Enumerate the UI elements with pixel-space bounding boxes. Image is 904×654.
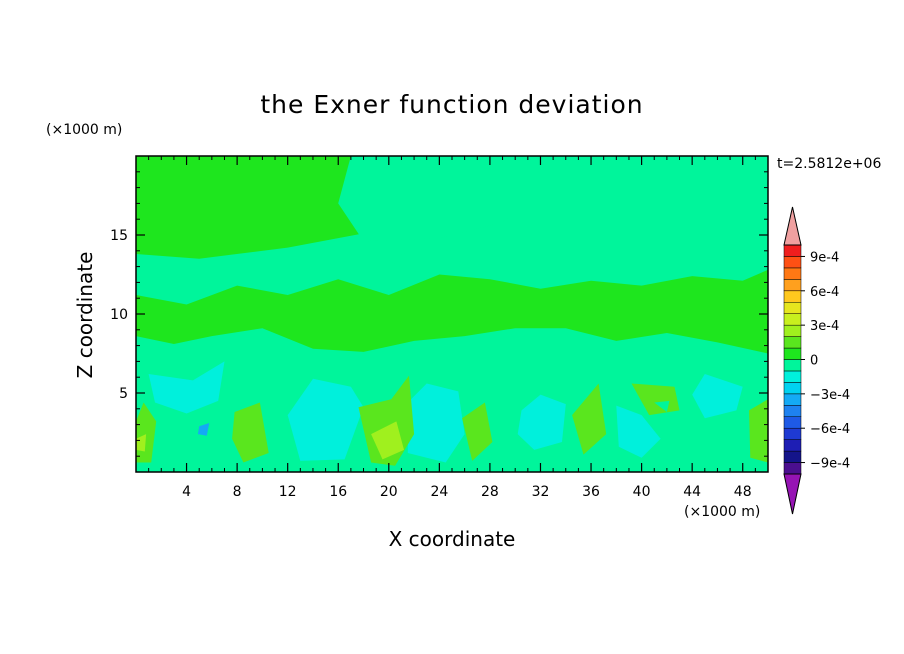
contour-region-16 — [572, 383, 607, 455]
contour-region-8 — [616, 405, 661, 458]
contour-region-7 — [517, 394, 566, 450]
colorbar-segment — [783, 393, 802, 406]
colorbar-segment — [783, 324, 802, 337]
contour-region-5 — [287, 378, 364, 461]
colorbar-segment — [783, 439, 802, 452]
contour-region-12 — [232, 402, 269, 463]
y-axis-label: Z coordinate — [73, 252, 97, 379]
colorbar-tick-label: −3e-4 — [810, 388, 850, 403]
x-unit-label: (×1000 m) — [684, 504, 760, 520]
x-tick-label: 20 — [380, 484, 398, 500]
colorbar-tick-label: 6e-4 — [810, 285, 839, 300]
y-tick-label: 5 — [119, 386, 128, 402]
contour-region-10 — [197, 423, 210, 436]
x-tick-label: 40 — [633, 484, 651, 500]
contour-region-1 — [338, 156, 528, 242]
colorbar-segment — [783, 370, 802, 383]
x-tick-label: 8 — [233, 484, 242, 500]
chart-title: the Exner function deviation — [260, 90, 643, 119]
contour-region-3 — [388, 249, 465, 273]
x-tick-label: 28 — [481, 484, 499, 500]
colorbar-segment — [783, 302, 802, 314]
contour-region-15 — [462, 402, 493, 461]
y-unit-label: (×1000 m) — [46, 122, 122, 138]
colorbar-tick-label: −6e-4 — [810, 422, 850, 437]
colorbar-tick-label: 3e-4 — [810, 319, 839, 334]
colorbar-segment — [783, 256, 802, 269]
y-tick-label: 15 — [110, 228, 128, 244]
colorbar-segment — [783, 279, 802, 292]
x-axis-label: X coordinate — [389, 527, 516, 551]
colorbar-segment — [783, 462, 802, 475]
colorbar-segment — [783, 290, 802, 303]
x-tick-label: 44 — [683, 484, 701, 500]
contour-region-2 — [136, 269, 768, 354]
colorbar-segment — [783, 347, 802, 360]
contour-region-6 — [407, 383, 465, 463]
time-label: t=2.5812e+06 — [777, 156, 881, 172]
contour-plot-area — [136, 156, 768, 472]
contour-region-18 — [749, 399, 768, 463]
colorbar-tick-label: −9e-4 — [810, 457, 850, 472]
colorbar-segment — [783, 267, 802, 280]
colorbar-tick-label: 0 — [810, 354, 818, 369]
colorbar: 9e-4 6e-4 3e-4 0 −3e-4 −6e-4 −9e-4 — [783, 206, 850, 515]
y-tick-label: 10 — [110, 307, 128, 323]
colorbar-segment — [783, 416, 802, 429]
colorbar-segment — [783, 313, 802, 326]
x-tick-label: 24 — [430, 484, 448, 500]
colorbar-over-arrow — [783, 206, 802, 246]
contour-region-9 — [692, 374, 743, 419]
colorbar-segment — [783, 382, 802, 395]
colorbar-segment — [783, 405, 802, 417]
y-axis: 5 10 15 — [110, 171, 768, 457]
colorbar-tick-label: 9e-4 — [810, 250, 839, 265]
contour-region-19 — [136, 434, 147, 452]
colorbar-segment — [783, 450, 802, 463]
colorbar-under-arrow — [783, 473, 802, 515]
x-tick-label: 48 — [734, 484, 752, 500]
contour-region-14 — [371, 421, 404, 460]
x-tick-label: 4 — [182, 484, 191, 500]
contour-region-4 — [148, 361, 225, 414]
x-tick-label: 12 — [279, 484, 297, 500]
colorbar-segment — [783, 359, 802, 372]
colorbar-segment — [783, 427, 802, 440]
x-tick-label: 36 — [582, 484, 600, 500]
colorbar-segment — [783, 244, 802, 257]
x-tick-label: 16 — [329, 484, 347, 500]
x-axis: 4 8 12 16 20 24 28 32 36 40 44 48 — [148, 156, 756, 500]
x-tick-label: 32 — [532, 484, 550, 500]
colorbar-segment — [783, 336, 802, 349]
contour-region-20 — [654, 400, 670, 412]
